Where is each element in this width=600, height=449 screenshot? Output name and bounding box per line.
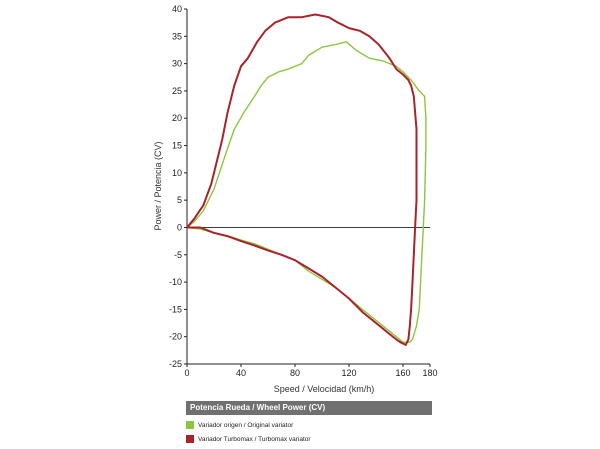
legend-swatch-original (186, 421, 194, 429)
y-axis-title: Power / Potencia (CV) (153, 141, 163, 230)
y-tick-label: 10 (172, 168, 182, 178)
legend-swatch-turbomax (186, 435, 194, 443)
legend: Potencia Rueda / Wheel Power (CV) Variad… (186, 401, 432, 443)
y-tick-label: 5 (177, 195, 182, 205)
x-tick-label: 120 (341, 368, 356, 378)
y-tick-label: -10 (169, 277, 182, 287)
y-tick-label: -20 (169, 332, 182, 342)
y-tick-label: -15 (169, 304, 182, 314)
y-tick-label: 20 (172, 113, 182, 123)
y-tick-label: 35 (172, 31, 182, 41)
legend-label-original: Variador origen / Original variator (198, 421, 294, 429)
series-line-turbomax (186, 13, 418, 346)
series-line-original (186, 41, 427, 343)
x-tick-label: 40 (236, 368, 246, 378)
legend-item-original: Variador origen / Original variator (186, 421, 432, 429)
y-tick-label: 15 (172, 141, 182, 151)
y-tick-label: -5 (174, 250, 182, 260)
legend-item-turbomax: Variador Turbomax / Turbomax variator (186, 435, 432, 443)
x-axis-title: Speed / Velocidad (km/h) (274, 384, 375, 394)
legend-title: Potencia Rueda / Wheel Power (CV) (186, 401, 432, 415)
x-tick-label: 0 (184, 368, 189, 378)
y-tick-label: 0 (177, 222, 182, 232)
x-tick-label: 80 (290, 368, 300, 378)
y-tick-label: 30 (172, 59, 182, 69)
y-tick-label: 40 (172, 4, 182, 14)
y-tick-label: -25 (169, 359, 182, 369)
legend-label-turbomax: Variador Turbomax / Turbomax variator (198, 435, 311, 443)
y-tick-label: 25 (172, 86, 182, 96)
x-tick-label: 180 (422, 368, 437, 378)
x-tick-label: 160 (395, 368, 410, 378)
